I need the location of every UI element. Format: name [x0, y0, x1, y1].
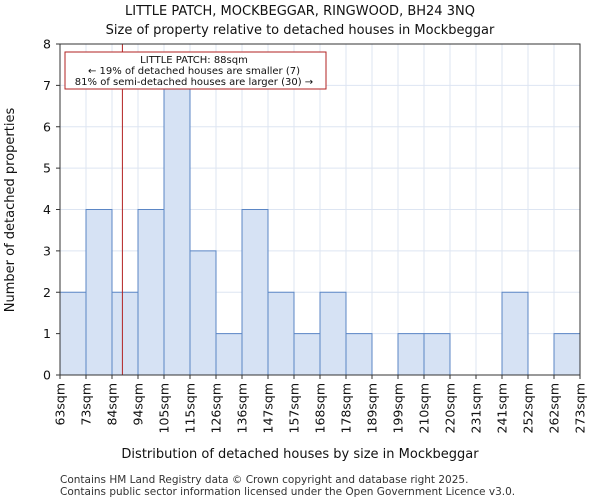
bar-178sqm — [345, 333, 373, 376]
y-tick-label: 0 — [43, 368, 51, 383]
bar-126sqm — [215, 333, 243, 376]
chart-title: LITTLE PATCH, MOCKBEGGAR, RINGWOOD, BH24… — [125, 4, 475, 19]
bar-63sqm — [59, 291, 87, 376]
annotation-box: LITTLE PATCH: 88sqm ← 19% of detached ho… — [64, 51, 327, 90]
bar-262sqm — [553, 333, 581, 376]
x-tick-label: 273sqm — [573, 383, 588, 433]
x-tick-label: 115sqm — [183, 383, 198, 433]
x-tick-label: 94sqm — [131, 383, 146, 426]
bar-241sqm — [501, 291, 529, 376]
annotation-line-3: 81% of semi-detached houses are larger (… — [75, 77, 313, 88]
bar-168sqm — [319, 291, 347, 376]
y-tick-label: 4 — [43, 202, 51, 217]
bar-210sqm — [423, 333, 451, 376]
x-tick-label: 252sqm — [521, 383, 536, 433]
bar-147sqm — [267, 291, 295, 376]
y-tick-label: 3 — [43, 243, 51, 258]
x-tick-label: 73sqm — [79, 383, 94, 426]
y-tick-label: 5 — [43, 161, 51, 176]
x-tick-label: 126sqm — [209, 383, 224, 433]
bar-105sqm — [163, 84, 191, 376]
footer-line-1: Contains HM Land Registry data © Crown c… — [60, 474, 468, 486]
y-tick-label: 8 — [43, 37, 51, 52]
y-tick-label: 2 — [43, 285, 51, 300]
annotation-line-1: LITTLE PATCH: 88sqm — [140, 55, 248, 66]
chart-subtitle: Size of property relative to detached ho… — [106, 23, 495, 38]
x-tick-label: 147sqm — [261, 383, 276, 433]
y-tick-label: 1 — [43, 326, 51, 341]
y-axis-label: Number of detached properties — [3, 108, 18, 313]
x-tick-label: 84sqm — [105, 383, 120, 426]
x-tick-label: 105sqm — [157, 383, 172, 433]
x-tick-label: 210sqm — [417, 383, 432, 433]
bar-136sqm — [241, 209, 269, 376]
bars — [59, 84, 581, 376]
x-tick-label: 178sqm — [339, 383, 354, 433]
footer-line-2: Contains public sector information licen… — [60, 486, 515, 498]
bar-199sqm — [397, 333, 425, 376]
annotation-border — [64, 51, 327, 90]
bar-157sqm — [293, 333, 321, 376]
x-axis-ticks: 63sqm 73sqm 84sqm 94sqm 105sqm 115sqm 126sqm 13… — [53, 375, 588, 433]
annotation-line-2: ← 19% of detached houses are smaller (7) — [88, 66, 300, 77]
bar-73sqm — [85, 209, 113, 376]
x-tick-label: 136sqm — [235, 383, 250, 433]
x-tick-label: 241sqm — [495, 383, 510, 433]
y-axis-ticks: 0 1 2 3 4 5 6 7 8 — [43, 37, 60, 383]
x-tick-label: 262sqm — [547, 383, 562, 433]
x-tick-label: 157sqm — [287, 383, 302, 433]
y-tick-label: 7 — [43, 78, 51, 93]
x-tick-label: 199sqm — [391, 383, 406, 433]
x-axis-label: Distribution of detached houses by size … — [121, 447, 479, 462]
x-tick-label: 168sqm — [313, 383, 328, 433]
y-tick-label: 6 — [43, 119, 51, 134]
bar-84sqm — [111, 291, 139, 376]
x-tick-label: 231sqm — [469, 383, 484, 433]
x-tick-label: 220sqm — [443, 383, 458, 433]
x-tick-label: 63sqm — [53, 383, 68, 426]
x-tick-label: 189sqm — [365, 383, 380, 433]
bar-115sqm — [189, 250, 217, 376]
bar-94sqm — [137, 209, 165, 376]
plot-frame — [59, 43, 581, 376]
